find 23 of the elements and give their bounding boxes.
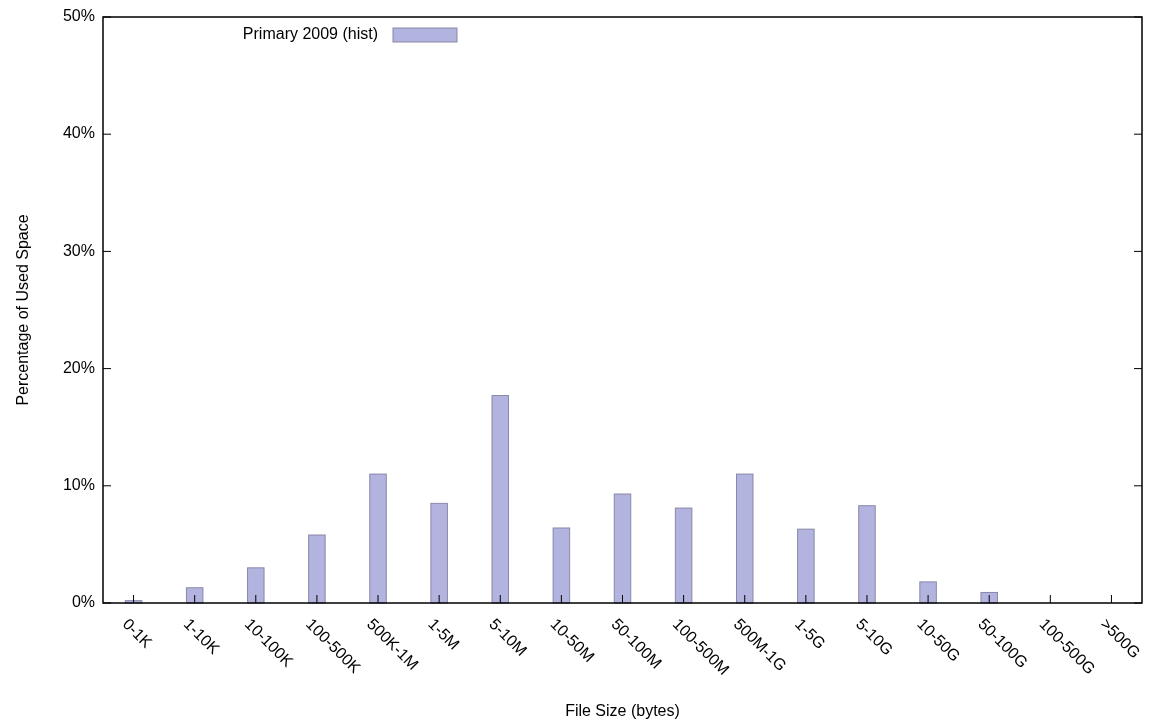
bar [247,567,265,604]
bar [980,591,998,604]
bar [369,473,387,604]
y-axis-title: Percentage of Used Space [14,214,31,406]
y-tick-label: 10% [62,476,95,494]
legend-label: Primary 2009 (hist) [242,25,378,43]
bar [613,493,632,604]
x-axis-title: File Size (bytes) [565,702,680,719]
y-tick-label: 0% [71,593,95,611]
bar [919,581,937,604]
y-tick-label: 50% [62,7,95,25]
bar [430,502,448,604]
bar [858,505,876,604]
bar [185,587,204,604]
bar [797,528,815,604]
bar [491,395,510,604]
y-tick-label: 20% [62,358,95,376]
bar [308,534,326,604]
y-tick-label: 40% [62,124,95,142]
bar [674,507,693,604]
bar [552,527,571,604]
y-tick-label: 30% [62,241,95,259]
bar [735,473,754,604]
